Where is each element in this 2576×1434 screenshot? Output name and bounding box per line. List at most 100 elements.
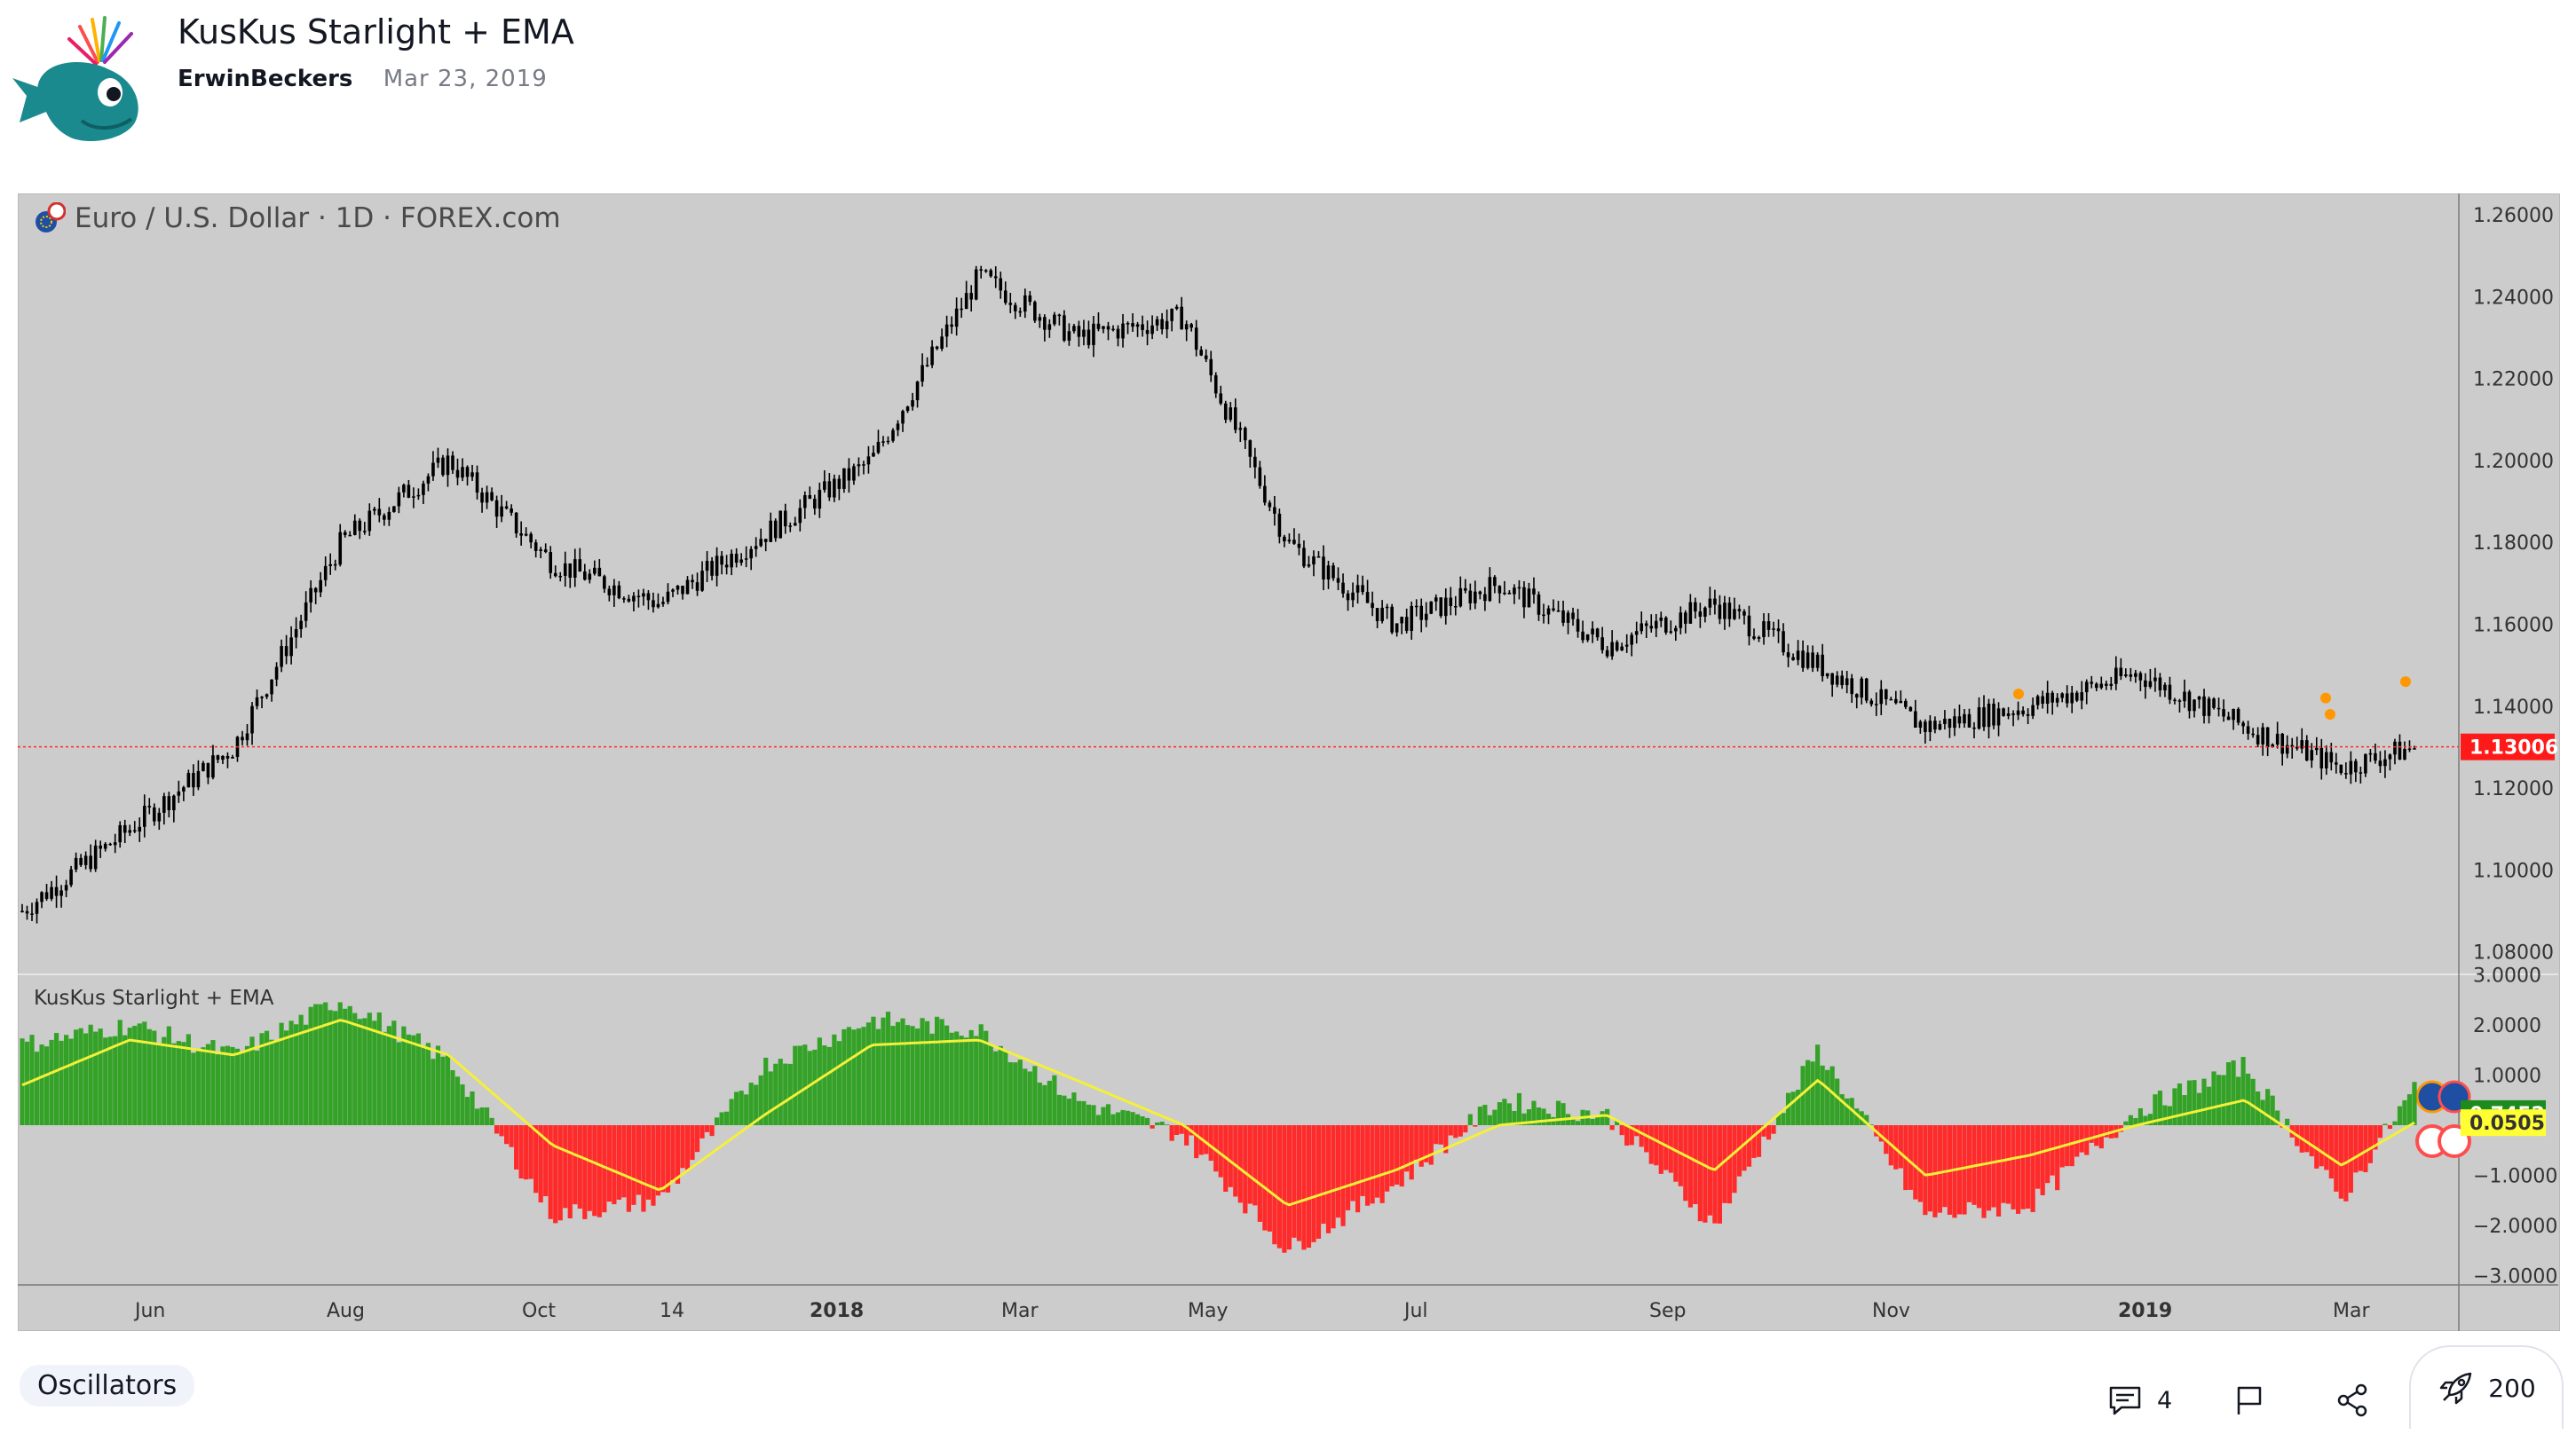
- candle-body: [1782, 631, 1785, 653]
- candle-body: [1233, 407, 1237, 430]
- candle-body: [201, 762, 205, 771]
- osc-bar: [2377, 1125, 2383, 1139]
- candle-body: [1322, 556, 1325, 579]
- osc-bar: [1335, 1125, 1341, 1218]
- candle-body: [543, 549, 548, 553]
- osc-bar: [1179, 1125, 1184, 1134]
- candle-body: [113, 842, 117, 846]
- candle-body: [808, 494, 812, 500]
- osc-bar: [1966, 1125, 1972, 1202]
- candle-body: [691, 579, 694, 583]
- osc-bar: [680, 1125, 685, 1169]
- candle-body: [656, 603, 660, 608]
- candle-body: [153, 807, 156, 822]
- candle-body: [2393, 741, 2397, 755]
- osc-bar: [2089, 1125, 2094, 1143]
- osc-bar: [548, 1125, 553, 1219]
- osc-bar: [2275, 1110, 2280, 1125]
- osc-bar: [2406, 1094, 2413, 1125]
- osc-bar: [861, 1027, 866, 1125]
- boost-button[interactable]: 200: [2409, 1345, 2564, 1429]
- candle-body: [2134, 673, 2137, 677]
- candle-body: [896, 423, 900, 430]
- osc-bar: [1428, 1125, 1434, 1165]
- candle-body: [2011, 713, 2015, 715]
- candle-body: [1346, 593, 1350, 601]
- osc-bar: [553, 1125, 558, 1224]
- osc-bar: [1252, 1125, 1258, 1206]
- osc-bar: [1316, 1125, 1322, 1239]
- candle-body: [1092, 323, 1095, 345]
- osc-bar: [1438, 1125, 1443, 1145]
- osc-bar: [2040, 1125, 2045, 1195]
- candle-body: [333, 563, 337, 566]
- candle-body: [1546, 608, 1551, 615]
- osc-bar: [1144, 1117, 1150, 1125]
- osc-bar: [1800, 1066, 1806, 1125]
- candle-body: [1845, 678, 1849, 686]
- author-link[interactable]: ErwinBeckers: [178, 66, 353, 92]
- osc-bar: [2392, 1121, 2398, 1125]
- candle-body: [1126, 323, 1130, 325]
- candle-body: [157, 812, 162, 822]
- osc-bar: [865, 1022, 872, 1125]
- candle-body: [2090, 682, 2094, 684]
- candle-body: [142, 806, 146, 827]
- candle-body: [1155, 319, 1159, 326]
- candle-body: [1082, 329, 1086, 337]
- report-button[interactable]: [2232, 1374, 2267, 1427]
- osc-bar: [1007, 1062, 1013, 1125]
- osc-bar: [391, 1020, 397, 1125]
- osc-bar: [1986, 1125, 1992, 1211]
- candle-body: [1263, 485, 1267, 503]
- chart-canvas[interactable]: 1.26000 1.24000 1.22000 1.20000 1.18000 1.160…: [18, 193, 2558, 1331]
- osc-bar: [1742, 1125, 1747, 1171]
- osc-bar: [2098, 1125, 2104, 1149]
- candle-body: [2329, 752, 2334, 763]
- candle-body: [533, 542, 538, 551]
- osc-bar: [563, 1125, 568, 1209]
- tag-oscillators[interactable]: Oscillators: [20, 1365, 195, 1406]
- candle-body: [1033, 302, 1037, 321]
- osc-bar: [1663, 1125, 1669, 1170]
- osc-bar: [2285, 1118, 2290, 1125]
- osc-bar: [1624, 1125, 1630, 1146]
- osc-bar: [74, 1029, 79, 1125]
- osc-bar: [2387, 1125, 2393, 1130]
- candle-body: [2041, 696, 2044, 705]
- candle-body: [954, 308, 959, 327]
- candle-body: [642, 593, 645, 597]
- candle-body: [1331, 565, 1335, 579]
- osc-bar: [1418, 1125, 1424, 1167]
- osc-bar: [1042, 1084, 1047, 1125]
- osc-bar: [514, 1125, 519, 1170]
- osc-bar: [1404, 1125, 1410, 1172]
- osc-bar: [1600, 1111, 1605, 1125]
- candle-body: [1634, 631, 1639, 635]
- osc-bar: [2216, 1075, 2222, 1125]
- candle-body: [813, 499, 817, 509]
- candle-body: [905, 406, 910, 412]
- candle-body: [652, 600, 655, 608]
- osc-bar: [783, 1063, 788, 1125]
- comments-button[interactable]: 4: [2107, 1374, 2172, 1427]
- osc-bar: [415, 1033, 422, 1125]
- osc-bar: [621, 1125, 627, 1198]
- osc-bar: [2382, 1123, 2388, 1125]
- osc-bar: [573, 1125, 578, 1205]
- candle-body: [984, 270, 988, 272]
- candle-body: [377, 508, 382, 516]
- candle-body: [705, 561, 709, 571]
- osc-bar: [822, 1045, 827, 1125]
- candle-body: [147, 806, 152, 808]
- osc-bar: [684, 1125, 691, 1170]
- share-button[interactable]: [2335, 1374, 2372, 1427]
- osc-bar: [1555, 1100, 1561, 1125]
- osc-bar: [998, 1045, 1003, 1125]
- candle-body: [588, 573, 592, 580]
- whale-logo-icon[interactable]: [11, 7, 153, 149]
- candle-body: [1796, 650, 1800, 660]
- candle-body: [2045, 692, 2050, 705]
- candle-body: [461, 467, 464, 478]
- candle-body: [2251, 733, 2255, 736]
